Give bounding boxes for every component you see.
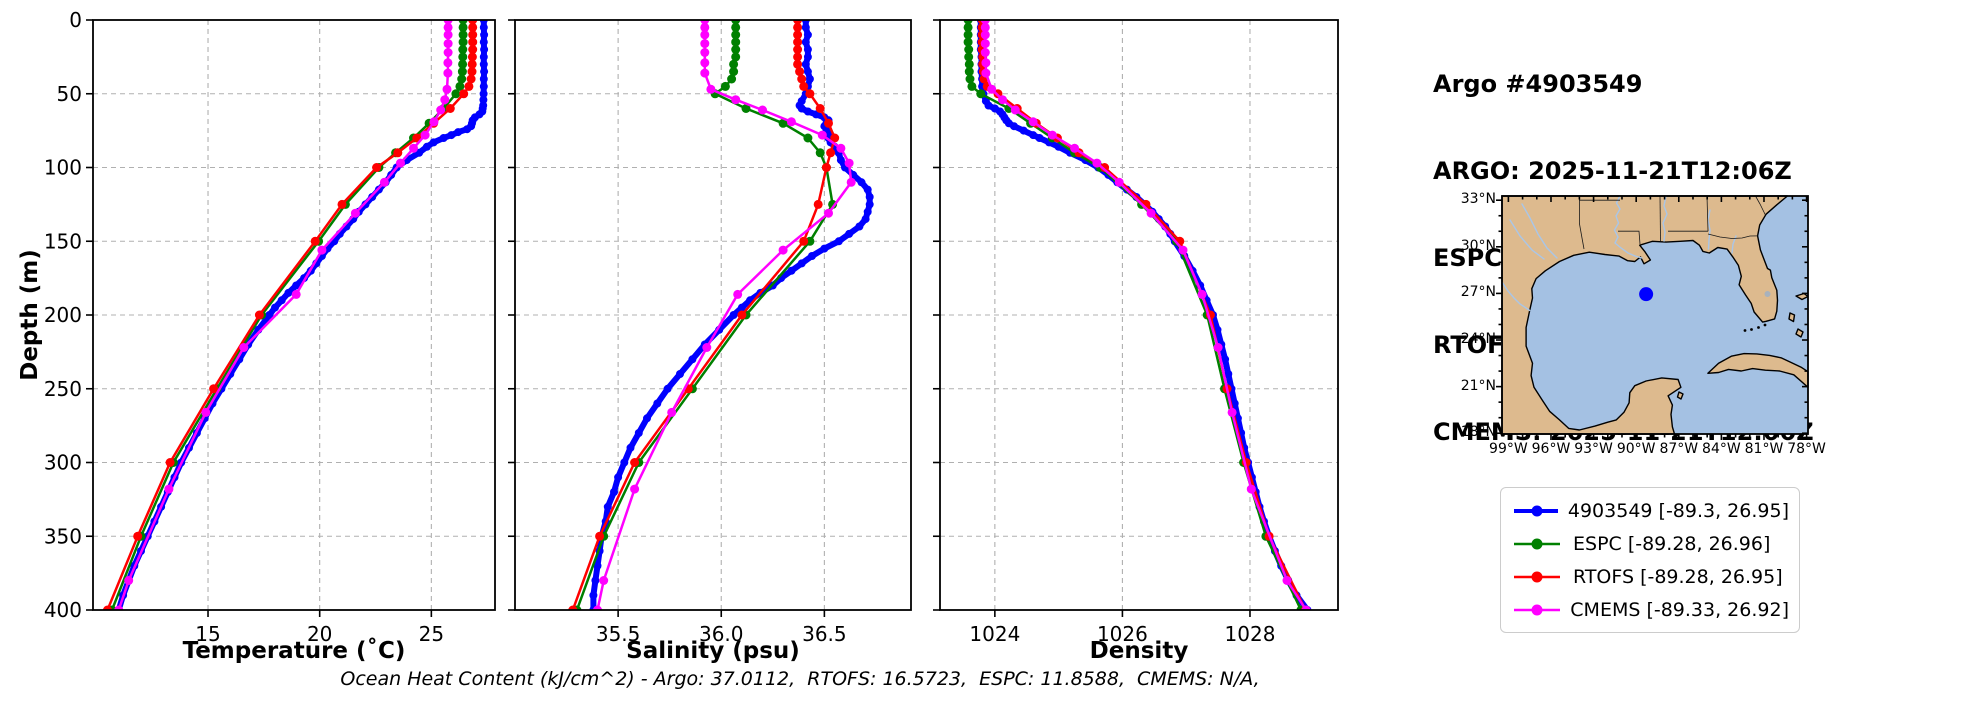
rivers bbox=[1501, 195, 1737, 312]
svg-text:20: 20 bbox=[307, 622, 332, 646]
svg-text:25: 25 bbox=[419, 622, 444, 646]
map-lon-tick-label: 81°W bbox=[1744, 441, 1784, 457]
map-lon-tick-label: 93°W bbox=[1574, 441, 1613, 457]
svg-text:15: 15 bbox=[195, 622, 220, 646]
map-lon-tick-label: 78°W bbox=[1787, 441, 1826, 457]
density-profile: 1024 1026 1028 bbox=[933, 19, 1339, 646]
legend-label: RTOFS [-89.28, 26.95] bbox=[1573, 565, 1783, 588]
legend-item-cmems: CMEMS [-89.33, 26.92] bbox=[1511, 599, 1789, 621]
map-lon-tick-label: 96°W bbox=[1531, 441, 1571, 457]
svg-text:50: 50 bbox=[57, 82, 82, 106]
svg-text:0: 0 bbox=[69, 8, 82, 32]
gulf-of-mexico-map bbox=[1496, 195, 1809, 440]
legend-marker bbox=[1514, 604, 1560, 615]
cozumel-island bbox=[1676, 391, 1684, 400]
x-axis-label-density: Density bbox=[1089, 638, 1189, 664]
lake-okeechobee bbox=[1764, 291, 1771, 297]
map-lat-tick-label: 21°N bbox=[1460, 377, 1496, 394]
float-location-dot bbox=[1639, 287, 1654, 302]
y-axis-label-depth: Depth (m) bbox=[17, 249, 43, 381]
map-lat-tick-label: 27°N bbox=[1460, 284, 1496, 301]
svg-text:300: 300 bbox=[44, 451, 82, 475]
float-title: Argo #4903549 bbox=[1433, 70, 1643, 98]
map-lon-tick-label: 84°W bbox=[1702, 441, 1741, 457]
svg-text:35.5: 35.5 bbox=[596, 622, 641, 646]
svg-text:150: 150 bbox=[44, 229, 82, 253]
salinity-profile: 35.5 36.0 36.5 bbox=[508, 19, 912, 646]
svg-text:400: 400 bbox=[44, 598, 82, 622]
legend-item-rtofs: RTOFS [-89.28, 26.95] bbox=[1511, 566, 1789, 588]
legend-marker bbox=[1514, 505, 1558, 516]
map-lon-tick-label: 90°W bbox=[1616, 441, 1656, 457]
map-lat-tick-label: 30°N bbox=[1460, 237, 1496, 254]
svg-text:350: 350 bbox=[44, 524, 82, 548]
svg-text:100: 100 bbox=[44, 156, 82, 180]
svg-text:1026: 1026 bbox=[1097, 622, 1148, 646]
svg-text:1028: 1028 bbox=[1225, 622, 1276, 646]
legend: 4903549 [-89.3, 26.95] ESPC [-89.28, 26.… bbox=[1500, 487, 1800, 633]
legend-marker bbox=[1514, 571, 1560, 582]
legend-item-argo: 4903549 [-89.3, 26.95] bbox=[1511, 500, 1789, 522]
map-lon-tick-label: 87°W bbox=[1659, 441, 1699, 457]
map-lon-tick-label: 99°W bbox=[1489, 441, 1528, 457]
map-lat-tick-label: 18°N bbox=[1460, 424, 1496, 441]
legend-label: ESPC [-89.28, 26.96] bbox=[1573, 532, 1771, 555]
x-axis-label-temperature: Temperature (˚C) bbox=[182, 638, 406, 664]
bahamas-island bbox=[1795, 328, 1804, 338]
argo-timestamp: ARGO: 2025-11-21T12:06Z bbox=[1433, 157, 1792, 185]
bahamas-island bbox=[1788, 312, 1796, 323]
svg-text:200: 200 bbox=[44, 303, 82, 327]
x-axis-label-salinity: Salinity (psu) bbox=[626, 638, 800, 664]
legend-marker bbox=[1514, 538, 1560, 549]
map-lat-tick-label: 24°N bbox=[1460, 331, 1496, 347]
svg-text:250: 250 bbox=[44, 377, 82, 401]
map-frame bbox=[1501, 195, 1809, 435]
legend-label: CMEMS [-89.33, 26.92] bbox=[1570, 598, 1789, 621]
svg-text:36.5: 36.5 bbox=[802, 622, 847, 646]
svg-text:1024: 1024 bbox=[969, 622, 1020, 646]
florida-keys bbox=[1743, 323, 1767, 332]
state-borders bbox=[1579, 195, 1766, 250]
svg-text:36.0: 36.0 bbox=[699, 622, 744, 646]
map-lat-tick-label: 33°N bbox=[1460, 191, 1496, 208]
legend-item-espc: ESPC [-89.28, 26.96] bbox=[1511, 533, 1789, 555]
ohc-caption: Ocean Heat Content (kJ/cm^2) - Argo: 37.… bbox=[340, 668, 1260, 690]
legend-label: 4903549 [-89.3, 26.95] bbox=[1567, 499, 1789, 522]
